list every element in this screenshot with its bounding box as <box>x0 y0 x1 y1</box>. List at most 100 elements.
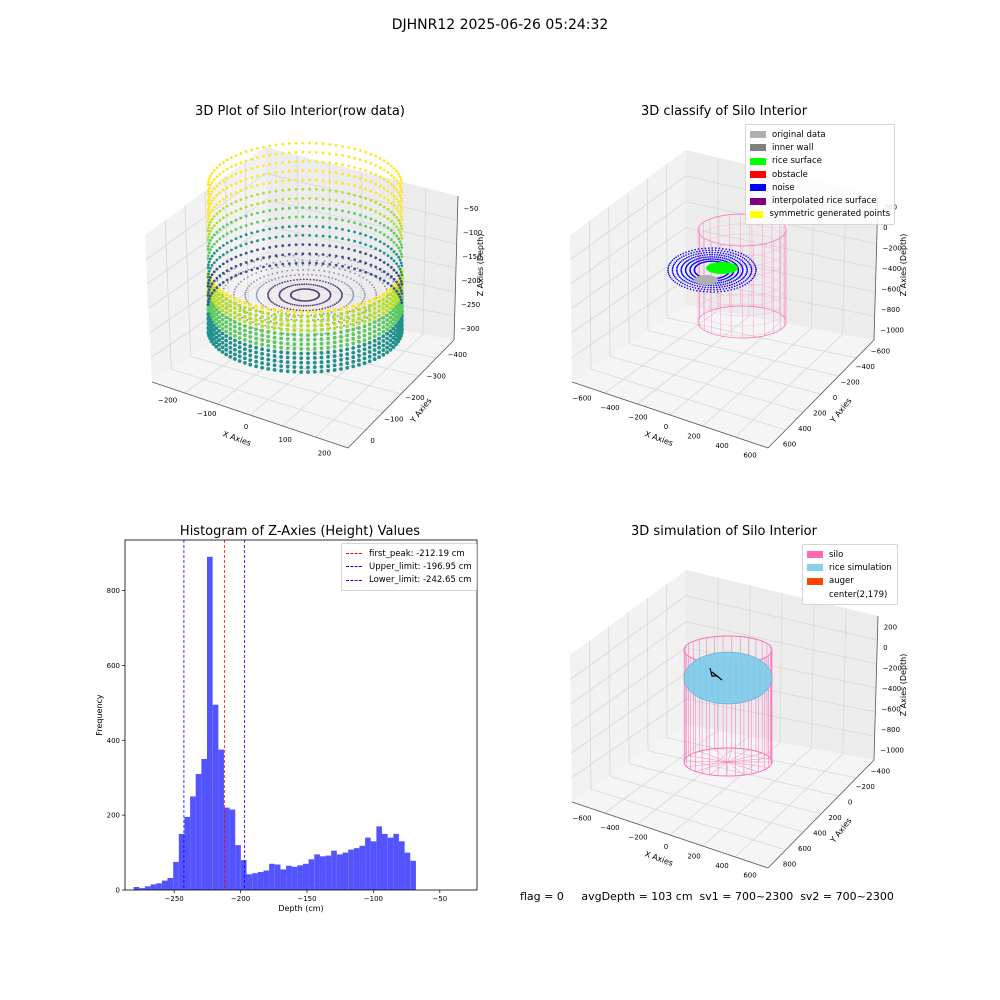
data-point <box>346 283 348 286</box>
data-point <box>340 290 342 292</box>
data-point <box>321 160 325 164</box>
data-point <box>206 330 211 335</box>
data-point <box>399 233 403 237</box>
data-point <box>723 290 726 292</box>
data-point <box>244 242 248 246</box>
data-point <box>299 351 304 356</box>
data-point <box>747 256 749 259</box>
data-point <box>333 272 335 274</box>
data-point <box>733 282 736 285</box>
data-point <box>741 256 744 259</box>
data-point <box>308 224 311 228</box>
data-point <box>391 317 396 322</box>
data-point <box>279 359 283 364</box>
data-point <box>374 182 378 186</box>
data-point <box>337 320 340 323</box>
data-point <box>687 253 690 255</box>
data-point <box>725 255 728 258</box>
data-point <box>306 337 310 342</box>
data-point <box>279 313 283 318</box>
data-point <box>209 266 212 270</box>
data-point <box>369 180 373 184</box>
data-point <box>722 278 724 281</box>
data-point <box>391 336 396 340</box>
data-point <box>382 205 386 209</box>
data-point <box>668 264 670 267</box>
data-point <box>392 280 395 283</box>
data-point <box>224 311 229 315</box>
data-point <box>279 368 283 373</box>
data-point <box>349 310 351 313</box>
silo-floor-line <box>727 748 733 763</box>
data-point <box>328 179 332 183</box>
data-point <box>727 258 729 261</box>
legend-swatch <box>750 131 766 139</box>
data-point <box>386 180 390 184</box>
data-point <box>209 257 212 261</box>
data-point <box>268 236 272 240</box>
data-point <box>250 259 254 263</box>
data-point <box>739 262 741 265</box>
data-point <box>372 348 377 352</box>
data-point <box>224 343 229 348</box>
data-point <box>312 314 317 319</box>
data-point <box>397 237 400 241</box>
data-point <box>326 322 330 327</box>
data-point <box>319 341 324 346</box>
data-point <box>738 276 741 278</box>
data-point <box>389 277 392 280</box>
data-point <box>268 264 272 268</box>
data-point <box>724 285 726 288</box>
data-point <box>723 257 726 260</box>
data-point <box>378 230 382 234</box>
data-point <box>206 307 211 312</box>
data-point <box>206 229 210 233</box>
data-point <box>210 208 214 212</box>
data-point <box>391 322 396 326</box>
data-point <box>357 353 361 358</box>
data-point <box>274 217 278 221</box>
data-point <box>239 152 243 155</box>
histogram-bar <box>319 856 326 890</box>
data-point <box>243 324 247 328</box>
data-point <box>276 271 279 274</box>
data-point <box>224 347 229 352</box>
data-point <box>351 364 356 369</box>
legend-rice-simulation: rice simulation <box>807 561 893 574</box>
data-point <box>243 361 247 365</box>
data-point <box>349 323 352 325</box>
z-axis-label: Z Axies (Depth) <box>899 234 908 297</box>
legend-rice-surface: rice surface <box>750 155 890 168</box>
data-point <box>719 279 721 282</box>
data-point <box>335 302 338 304</box>
data-point <box>372 325 377 329</box>
data-point <box>207 278 211 282</box>
data-point <box>341 200 344 204</box>
data-point <box>388 301 393 306</box>
data-point <box>299 328 304 333</box>
data-point <box>682 263 685 266</box>
data-point <box>722 288 725 290</box>
data-point <box>737 268 740 271</box>
data-point <box>334 303 336 306</box>
data-point <box>395 206 398 210</box>
data-point <box>206 303 210 306</box>
data-point <box>352 295 355 298</box>
data-point <box>224 315 229 320</box>
data-point <box>707 260 709 263</box>
data-point <box>253 281 255 283</box>
data-point <box>259 264 262 267</box>
data-point <box>392 259 396 263</box>
data-point <box>389 229 393 232</box>
legend-swatch <box>750 197 766 205</box>
histogram-bar <box>269 863 275 890</box>
data-point <box>272 335 277 340</box>
data-point <box>363 296 366 299</box>
silo-floor-line <box>727 749 749 763</box>
data-point <box>279 350 283 355</box>
data-point <box>727 256 730 258</box>
data-point <box>398 212 402 216</box>
x-tick-label: 600 <box>743 871 756 879</box>
data-point <box>355 327 358 329</box>
data-point <box>319 323 324 328</box>
